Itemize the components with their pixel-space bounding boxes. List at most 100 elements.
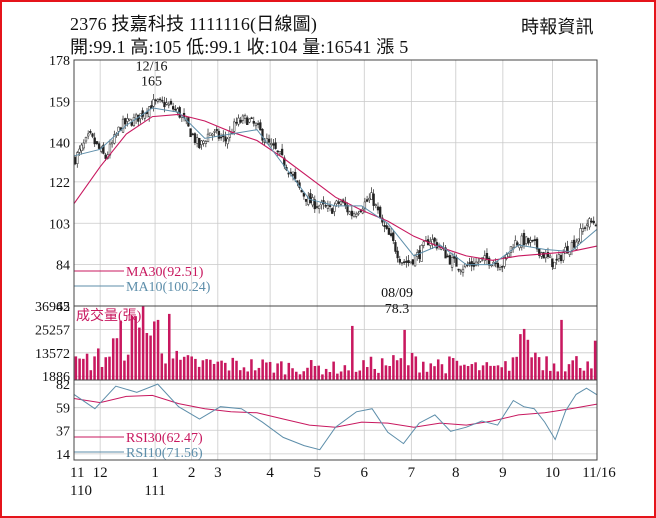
volume-bar [496, 365, 500, 380]
candle-body [124, 118, 127, 125]
candle-body [450, 257, 454, 268]
volume-bar [395, 360, 399, 380]
panel-border [73, 379, 598, 461]
volume-bar [104, 357, 108, 380]
candle-body [211, 133, 214, 136]
volume-bars [74, 306, 597, 380]
volume-bar [590, 368, 593, 380]
volume-bar [283, 374, 287, 380]
volume-bar [578, 367, 582, 380]
candle-body [553, 261, 556, 270]
x-axis-label: 12 [93, 465, 108, 481]
legend-rsi10: RSI10(71.56) [126, 446, 203, 461]
volume-bar [537, 357, 541, 380]
candle-body [433, 237, 436, 242]
candle-body [474, 261, 478, 266]
volume-bar [171, 358, 175, 380]
volume-bar [377, 372, 380, 380]
candle-body [261, 129, 264, 141]
candle-body [402, 261, 406, 263]
candle-body [418, 250, 421, 259]
candle-body [167, 103, 170, 106]
rsi-tick-label: 82 [56, 378, 70, 393]
candle-body [525, 236, 528, 244]
candle-body [459, 270, 462, 273]
ohlc-summary: 開:99.1 高:105 低:99.1 收:104 量:16541 漲 5 [70, 37, 409, 57]
candle-body [233, 121, 236, 132]
candle-body [148, 106, 151, 118]
candle-body [235, 121, 238, 124]
volume-bar [238, 370, 242, 380]
candle-body [313, 199, 316, 210]
chart-title: 2376 技嘉科技 1111116(日線圖) [70, 14, 318, 34]
volume-bar [466, 365, 470, 380]
volume-title: 成交量(張) [76, 307, 142, 324]
candle-body [82, 142, 85, 149]
candle-body [215, 129, 218, 131]
ma30-line [73, 113, 598, 261]
candle-body [352, 213, 356, 218]
volume-bar [586, 361, 589, 380]
candle-body [566, 245, 569, 254]
volume-bar [463, 364, 466, 380]
rsi10-line [73, 383, 598, 451]
volume-bar [212, 363, 216, 380]
candle-body [87, 133, 90, 137]
candle-body [246, 117, 249, 126]
candle-body [97, 143, 101, 149]
candle-body [527, 238, 530, 244]
volume-bar [399, 358, 403, 380]
candle-body [256, 123, 260, 125]
volume-bar [257, 367, 261, 380]
candle-body [577, 238, 580, 242]
volume-bar [358, 370, 362, 380]
candle-body [132, 117, 136, 126]
volume-bar [332, 361, 335, 380]
candle-body [278, 151, 282, 155]
low-date-label: 08/09 [381, 286, 413, 301]
x-axis-label: 7 [408, 465, 416, 481]
candle-body [110, 142, 114, 145]
x-axis-label: 1 [151, 465, 159, 481]
candle-body [95, 141, 99, 144]
candle-body [104, 154, 107, 159]
candle-body [331, 208, 334, 214]
x-axis-label: 3 [214, 465, 222, 481]
volume-bar [78, 358, 81, 380]
rsi-tick-label: 59 [56, 402, 70, 417]
volume-bar [130, 315, 134, 380]
candle-body [387, 227, 391, 235]
candle-body [533, 239, 537, 241]
volume-bar [246, 371, 249, 380]
candle-body [453, 256, 456, 259]
candle-body [193, 133, 197, 143]
volume-bar [85, 353, 89, 380]
volume-bar [433, 366, 436, 380]
volume-bar [530, 357, 533, 380]
candle-body [379, 206, 382, 219]
x-axis-label: 8 [452, 465, 460, 481]
volume-bar [362, 360, 365, 380]
candlesticks [73, 93, 598, 277]
candle-body [446, 255, 449, 258]
candle-body [583, 227, 587, 229]
candle-body [570, 241, 574, 251]
candle-body [413, 255, 417, 267]
candle-body [400, 262, 404, 265]
candle-body [346, 205, 349, 213]
candle-body [562, 252, 565, 261]
candle-body [457, 268, 460, 271]
candle-body [195, 137, 199, 144]
candle-body [237, 117, 240, 125]
candle-body [374, 204, 377, 206]
candle-body [324, 205, 327, 207]
data-source: 時報資訊 [521, 17, 594, 37]
price-tick-label: 159 [49, 95, 70, 110]
candle-body [224, 136, 227, 142]
candle-body [89, 130, 92, 133]
volume-bar [451, 358, 455, 380]
volume-bar [515, 356, 518, 380]
candle-body [470, 261, 473, 267]
candle-body [557, 254, 561, 260]
